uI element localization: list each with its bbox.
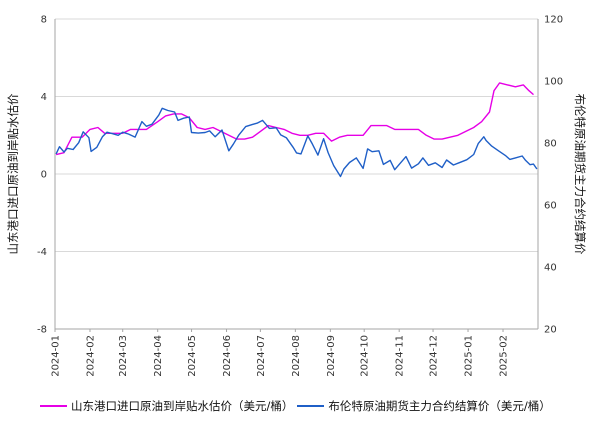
x-tick-label: 2025-02 <box>499 335 510 377</box>
legend-label-brent: 布伦特原油期货主力合约结算价（美元/桶） <box>328 399 551 413</box>
legend: 山东港口进口原油到岸贴水估价（美元/桶） 布伦特原油期货主力合约结算价（美元/桶… <box>40 398 555 414</box>
x-tick-label: 2024-02 <box>85 335 96 377</box>
y-left-tick-label: -4 <box>37 247 47 258</box>
y-left-tick-label: 4 <box>41 92 47 103</box>
x-tick-label: 2024-05 <box>187 335 198 377</box>
legend-swatch-brent <box>297 405 325 407</box>
x-tick-label: 2024-08 <box>291 335 302 377</box>
legend-item-premium: 山东港口进口原油到岸贴水估价（美元/桶） <box>40 398 293 414</box>
series-line-premium <box>55 82 534 156</box>
y-left-tick-label: -8 <box>37 325 47 336</box>
legend-swatch-premium <box>40 405 67 407</box>
x-tick-label: 2024-09 <box>326 335 337 377</box>
x-tick-label: 2024-04 <box>153 335 164 377</box>
legend-item-brent: 布伦特原油期货主力合约结算价（美元/桶） <box>297 398 551 414</box>
y-right-tick-label: 80 <box>544 139 557 150</box>
y-axis-right-label: 布伦特原油期货主力合约结算价 <box>573 94 587 255</box>
gridlines <box>55 18 538 330</box>
x-tick-label: 2025-01 <box>464 335 475 377</box>
y-axis-left-label: 山东港口进口原油到岸贴水估价 <box>6 93 20 254</box>
y-left-tick-label: 0 <box>41 170 47 181</box>
x-tick-label: 2024-10 <box>360 335 371 377</box>
x-tick-label: 2024-07 <box>256 335 267 377</box>
x-tick-label: 2024-11 <box>395 335 406 377</box>
y-right-tick-label: 20 <box>544 325 557 336</box>
y-right-tick-label: 120 <box>544 15 563 26</box>
y-right-tick-label: 100 <box>544 77 563 88</box>
series-line-brent <box>55 107 538 178</box>
y-right-tick-label: 60 <box>544 201 557 212</box>
y-left-tick-label: 8 <box>41 15 47 26</box>
x-tick-label: 2024-06 <box>222 335 233 377</box>
x-tick-label: 2024-03 <box>118 335 129 377</box>
series-layer <box>55 82 538 178</box>
y-right-tick-label: 40 <box>544 263 557 274</box>
legend-label-premium: 山东港口进口原油到岸贴水估价（美元/桶） <box>71 399 294 413</box>
x-tick-label: 2024-01 <box>51 335 62 377</box>
axes <box>54 19 539 332</box>
x-tick-label: 2024-12 <box>429 335 440 377</box>
